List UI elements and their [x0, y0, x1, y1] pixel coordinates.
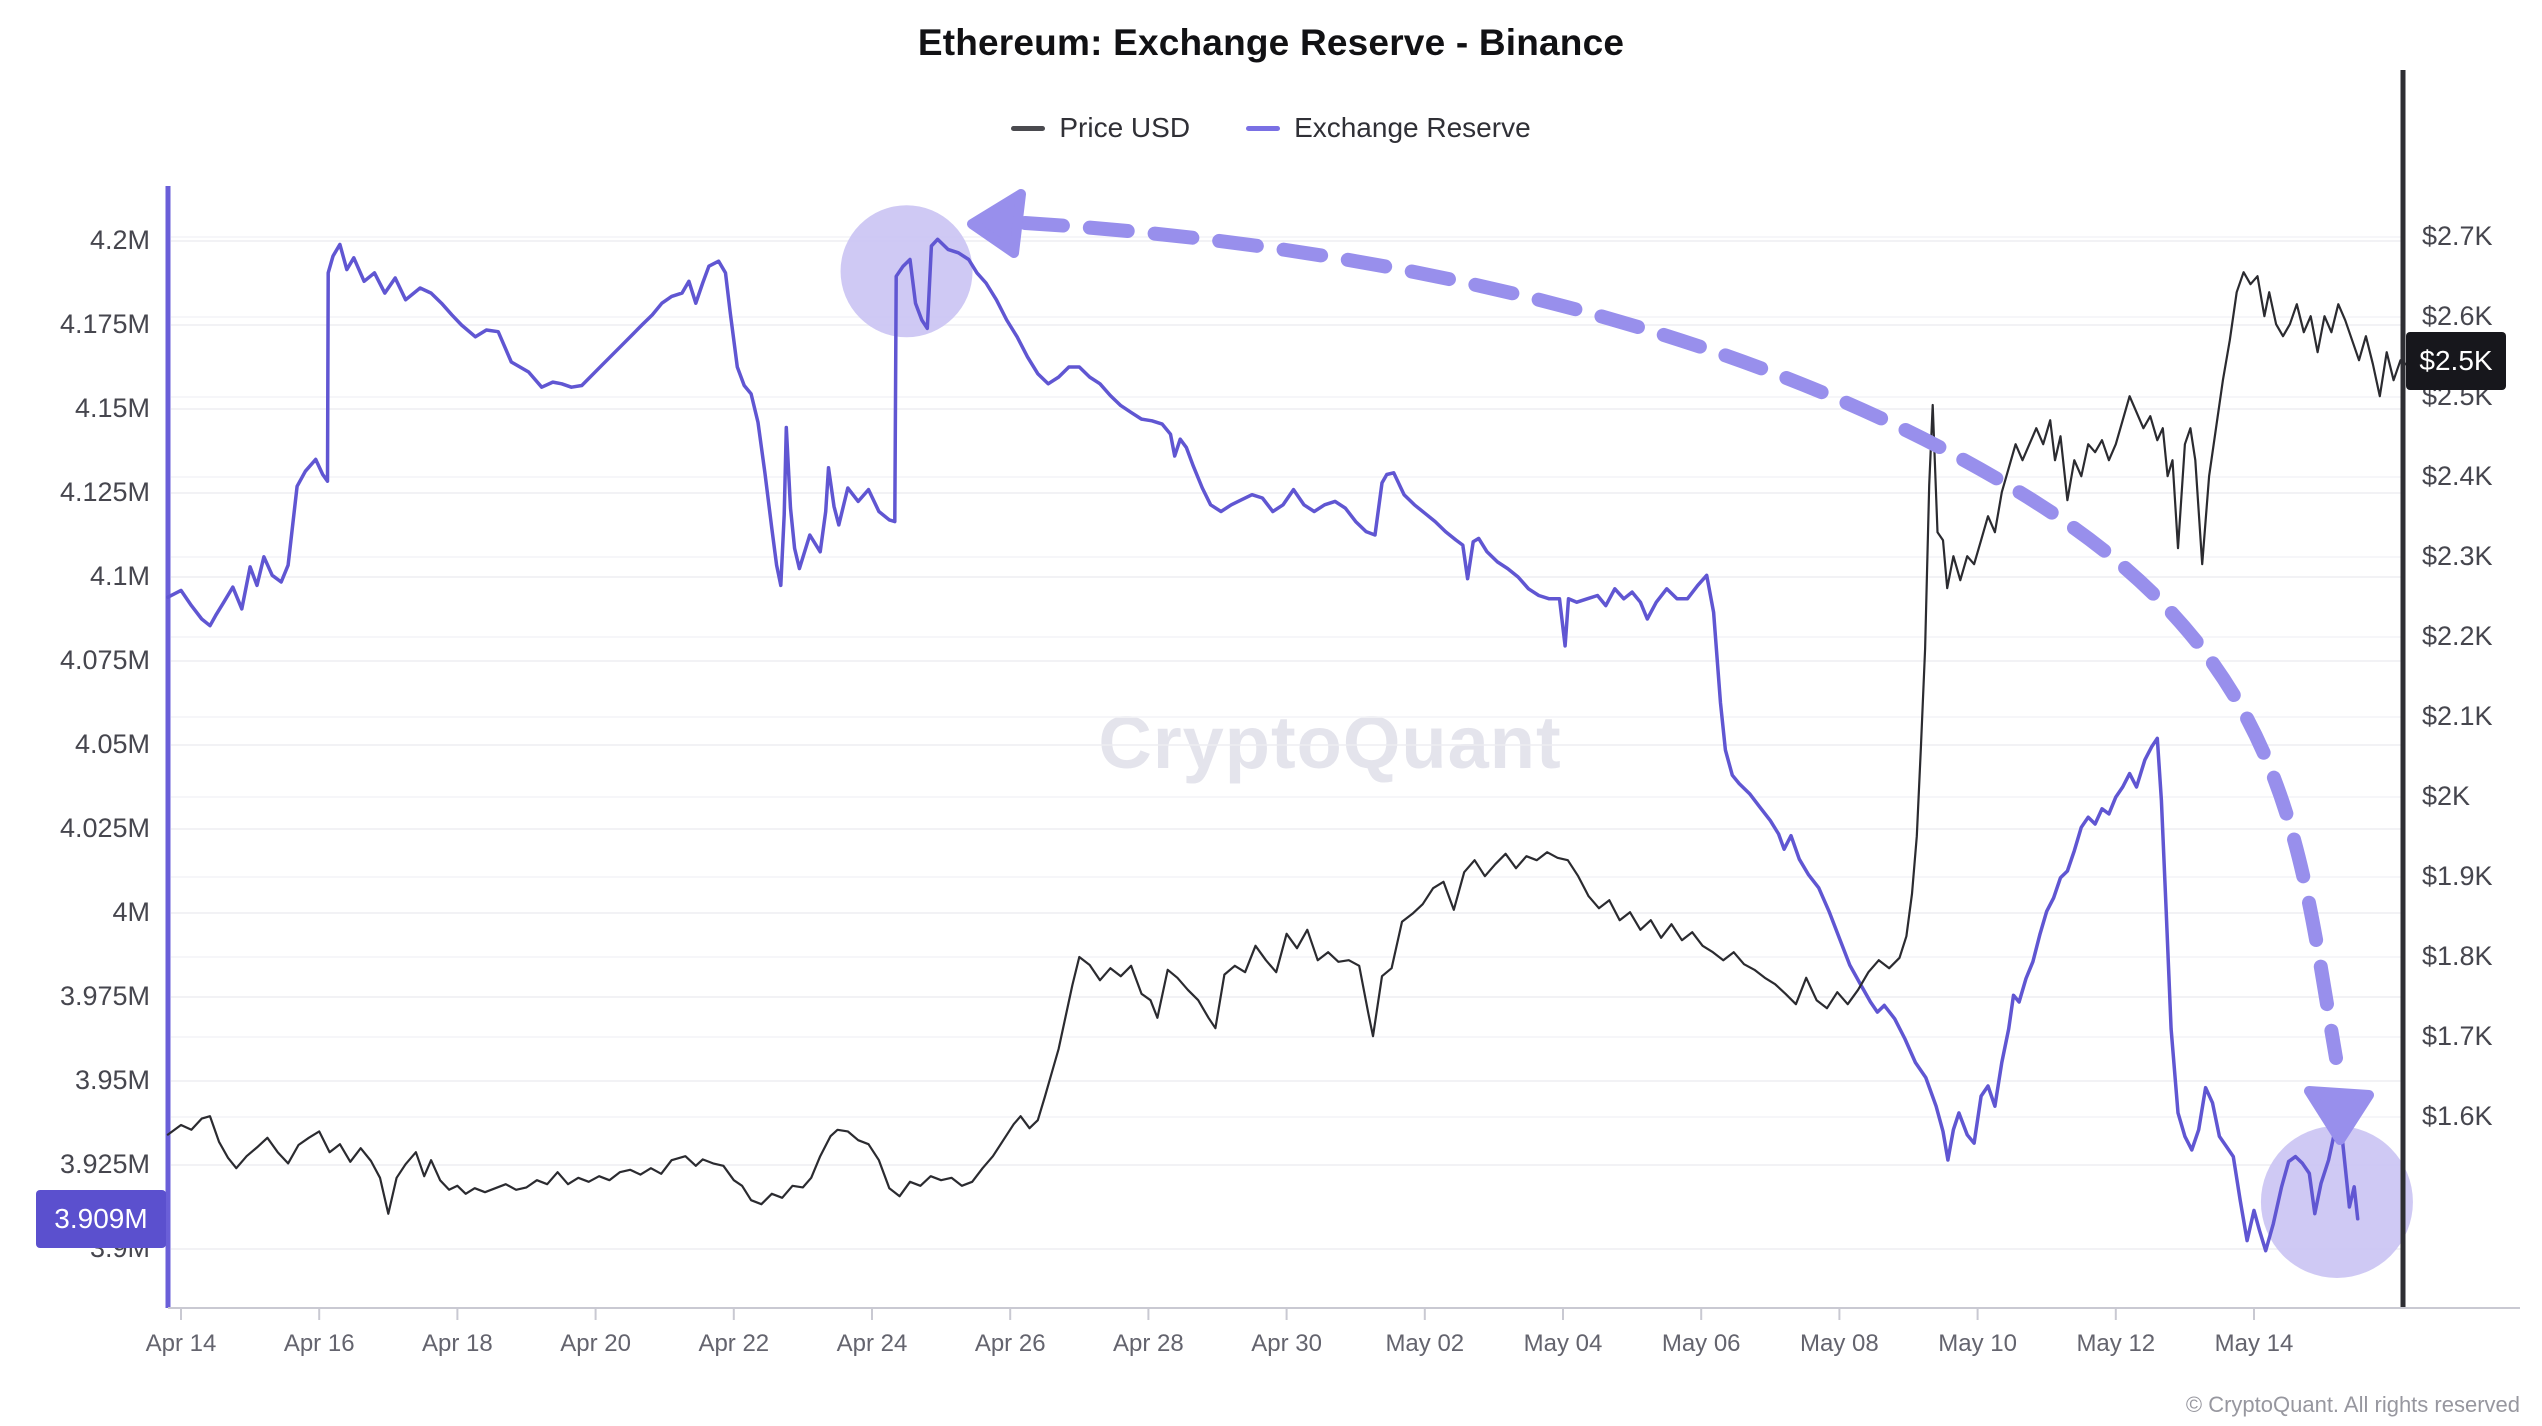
y-axis-left-tick-label: 3.925M: [59, 1149, 150, 1179]
y-axis-right-tick-label: $1.6K: [2422, 1101, 2493, 1131]
arrowhead-down-icon: [2304, 1086, 2374, 1145]
y-axis-right-tick-label: $2.3K: [2422, 541, 2493, 571]
x-axis-tick-label: Apr 20: [560, 1330, 631, 1357]
x-axis-tick-label: May 10: [1938, 1330, 2017, 1357]
x-axis-tick-label: May 02: [1385, 1330, 1465, 1357]
y-axis-right-tick-label: $1.7K: [2422, 1021, 2493, 1051]
y-axis-left-tick-label: 4.025M: [59, 813, 150, 843]
reserve-badge-text: 3.909M: [54, 1202, 148, 1234]
x-axis-tick-label: May 04: [1523, 1330, 1603, 1357]
y-axis-left-tick-label: 4.2M: [89, 225, 150, 255]
cryptoquant-watermark: CryptoQuant: [1098, 701, 1562, 784]
x-axis-tick-label: Apr 22: [698, 1330, 770, 1357]
x-axis-tick-label: Apr 28: [1113, 1330, 1184, 1357]
price-usd-line-swatch-icon: [1011, 125, 1046, 131]
y-axis-left-tick-label: 3.975M: [59, 981, 150, 1011]
y-axis-right-tick-label: $1.8K: [2422, 941, 2493, 971]
series-line-exchange-reserve: [166, 237, 2360, 1253]
legend-item-exchange-reserve[interactable]: Exchange Reserve: [1246, 112, 1531, 144]
x-axis-tick-label: Apr 16: [283, 1330, 355, 1357]
copyright-note: © CryptoQuant. All rights reserved: [2185, 1392, 2520, 1417]
legend-label-price-usd: Price USD: [1059, 112, 1191, 143]
chart-title: Ethereum: Exchange Reserve - Binance: [917, 22, 1625, 63]
x-axis-tick-label: Apr 14: [145, 1330, 217, 1357]
legend-item-price-usd[interactable]: Price USD: [1011, 112, 1190, 144]
y-axis-right-tick-label: $2.4K: [2422, 461, 2493, 491]
x-axis-tick-label: May 12: [2076, 1330, 2156, 1357]
series-line-price-usd: [166, 271, 2408, 1215]
price-badge-text: $2.5K: [2419, 345, 2493, 376]
x-axis-tick-label: Apr 18: [422, 1330, 493, 1357]
y-axis-left-tick-label: 4.15M: [74, 393, 150, 423]
y-axis-right-tick-label: $2.7K: [2422, 221, 2493, 251]
highlight-circle: [2260, 1125, 2413, 1278]
y-axis-right-tick-label: $2.2K: [2422, 621, 2493, 651]
y-axis-right-tick-label: $2.6K: [2422, 301, 2493, 331]
price-current-value-badge: $2.5K: [2406, 332, 2506, 390]
y-axis-left-tick-label: 3.95M: [74, 1065, 150, 1095]
highlight-circle: [840, 205, 973, 338]
x-axis-tick-label: May 14: [2214, 1330, 2294, 1357]
legend-label-exchange-reserve: Exchange Reserve: [1294, 112, 1531, 143]
y-axis-left-tick-label: 4.125M: [59, 477, 150, 507]
y-axis-right-tick-label: $2.1K: [2422, 701, 2493, 731]
x-axis-tick-label: May 06: [1661, 1330, 1741, 1357]
arrowhead-left-icon: [967, 189, 1026, 258]
x-axis-tick-label: Apr 26: [974, 1330, 1046, 1357]
exchange-reserve-line-swatch-icon: [1246, 125, 1281, 131]
y-axis-right-tick-label: $1.9K: [2422, 861, 2493, 891]
y-axis-right-tick-label: $2K: [2422, 781, 2471, 811]
x-axis-tick-label: May 08: [1800, 1330, 1879, 1357]
x-axis-tick-label: Apr 24: [836, 1330, 908, 1357]
reserve-current-value-badge: 3.909M: [36, 1189, 166, 1248]
y-axis-left-tick-label: 4.1M: [89, 561, 150, 591]
y-axis-left-tick-label: 4.075M: [59, 645, 150, 675]
y-axis-left-tick-label: 4M: [112, 897, 150, 927]
legend: Price USD Exchange Reserve: [0, 112, 2542, 144]
trend-arrow-dashed-curve: [1018, 216, 2343, 1065]
y-axis-left-tick-label: 4.175M: [59, 309, 150, 339]
y-axis-left-tick-label: 4.05M: [74, 729, 150, 759]
x-axis-tick-label: Apr 30: [1251, 1330, 1322, 1357]
